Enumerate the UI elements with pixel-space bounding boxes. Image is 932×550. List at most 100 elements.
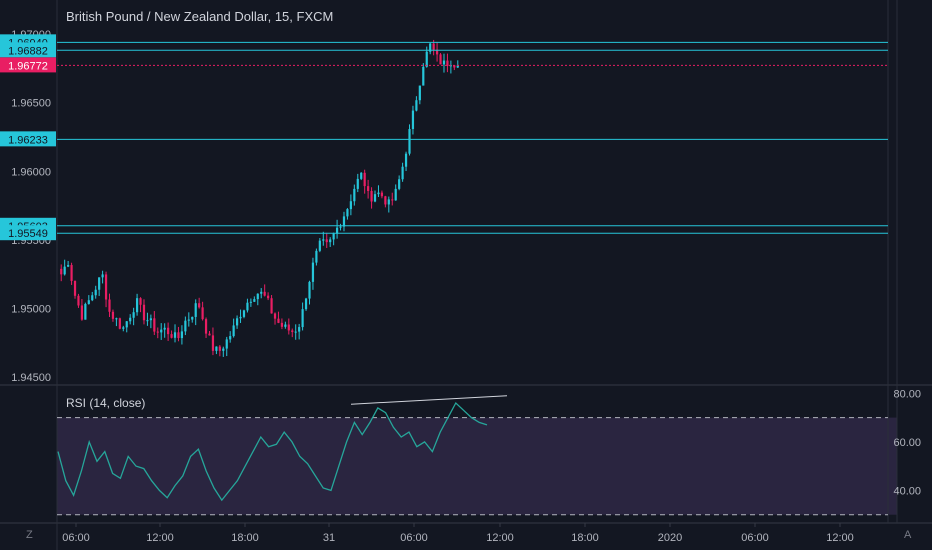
candle-body — [408, 129, 411, 154]
candle-body — [242, 310, 246, 317]
candle-body — [201, 307, 204, 320]
time-axis-tick: 18:00 — [231, 532, 259, 544]
candle-body — [453, 65, 456, 68]
candle-body — [263, 291, 266, 296]
candle-body — [432, 43, 435, 50]
time-axis-tick: 12:00 — [146, 532, 174, 544]
candle-body — [422, 66, 425, 86]
candle-body — [215, 346, 218, 351]
candle-body — [225, 339, 228, 349]
candle-body — [304, 298, 308, 310]
candle-body — [322, 239, 325, 241]
time-axis-tick: 06:00 — [741, 532, 769, 544]
level-label-box — [0, 131, 56, 147]
rsi-trendline[interactable] — [350, 395, 508, 405]
candle-body — [101, 274, 104, 278]
candle-body — [135, 298, 139, 313]
candle-body — [91, 295, 94, 301]
candle-body — [118, 318, 121, 329]
candle-body — [239, 316, 242, 319]
candle-body — [363, 172, 366, 187]
candle-body — [260, 291, 263, 294]
candle-body — [394, 188, 397, 201]
candle-body — [160, 329, 163, 333]
candle-body — [398, 179, 401, 189]
candle-body — [198, 303, 201, 308]
candle-body — [446, 60, 449, 66]
candle-body — [298, 327, 301, 332]
candle-body — [391, 199, 394, 201]
candle-body — [291, 330, 294, 332]
candle-body — [173, 332, 177, 338]
chart-title: British Pound / New Zealand Dollar, 15, … — [66, 9, 334, 24]
candle-body — [280, 322, 284, 327]
candle-body — [177, 332, 180, 339]
candle-body — [229, 336, 232, 340]
candle-body — [456, 65, 459, 68]
candle-body — [132, 312, 135, 318]
rsi-title: RSI (14, close) — [66, 396, 146, 410]
candle-body — [84, 303, 87, 320]
candle-body — [384, 196, 387, 205]
candle-body — [318, 240, 321, 251]
rsi-axis-tick: 60.00 — [893, 437, 921, 449]
z-button[interactable]: Z — [26, 529, 33, 541]
candle-body — [273, 313, 277, 319]
time-axis-tick: 06:00 — [62, 532, 90, 544]
candle-body — [184, 320, 187, 332]
candle-body — [77, 295, 80, 306]
candle-body — [284, 324, 287, 327]
candle-body — [94, 289, 97, 296]
candle-body — [342, 216, 346, 227]
candle-body — [125, 321, 128, 328]
candle-body — [98, 277, 101, 290]
candle-body — [339, 226, 342, 228]
level-label: 1.96233 — [8, 134, 48, 146]
candle-body — [401, 166, 404, 180]
level-label: 1.95549 — [8, 228, 48, 240]
candle-body — [360, 172, 363, 179]
candle-body — [267, 295, 270, 299]
candle-body — [418, 85, 421, 101]
candle-body — [191, 316, 194, 320]
candle-body — [204, 319, 208, 334]
auto-scale-button[interactable]: A — [904, 529, 912, 541]
candle-body — [301, 309, 304, 328]
candle-body — [249, 301, 252, 303]
level-label-box — [0, 225, 56, 241]
candle-body — [356, 178, 359, 189]
candle-body — [415, 100, 418, 111]
candle-body — [111, 311, 115, 319]
rsi-axis-tick: 40.00 — [893, 485, 921, 497]
candle-body — [287, 324, 290, 331]
candle-body — [187, 319, 190, 321]
candle-body — [377, 192, 380, 195]
candle-body — [63, 266, 66, 275]
time-axis-tick: 31 — [323, 532, 335, 544]
candle-body — [373, 194, 377, 202]
rsi-axis-tick: 80.00 — [893, 388, 921, 400]
candle-body — [335, 227, 339, 234]
rsi-line — [57, 401, 488, 502]
candle-body — [211, 335, 215, 351]
candle-body — [232, 325, 235, 337]
candle-body — [311, 262, 315, 282]
price-axis-tick: 1.95000 — [11, 304, 51, 316]
candle-body — [315, 250, 318, 263]
candle-body — [87, 300, 90, 304]
candle-body — [146, 320, 149, 322]
candle-body — [167, 327, 170, 335]
candle-body — [142, 304, 146, 321]
candle-body — [156, 331, 159, 333]
candle-body — [208, 333, 211, 336]
candle-body — [387, 199, 390, 205]
candle-body — [270, 298, 273, 314]
candle-body — [294, 331, 297, 333]
candle-body — [329, 239, 332, 243]
candle-body — [411, 110, 415, 130]
candle-body — [277, 318, 280, 323]
candle-body — [149, 318, 152, 321]
candle-body — [346, 209, 349, 217]
candle-body — [153, 318, 156, 332]
